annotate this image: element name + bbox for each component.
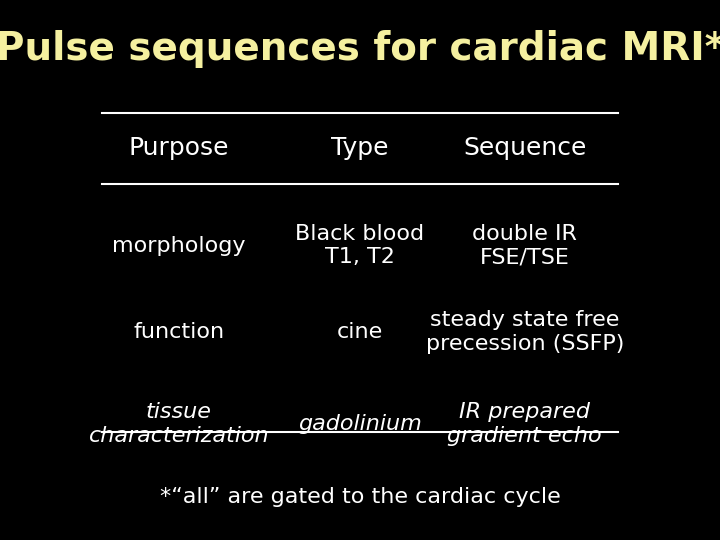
Text: *“all” are gated to the cardiac cycle: *“all” are gated to the cardiac cycle <box>160 487 560 507</box>
Text: Black blood
T1, T2: Black blood T1, T2 <box>295 224 425 267</box>
Text: gadolinium: gadolinium <box>298 414 422 434</box>
Text: Purpose: Purpose <box>129 137 229 160</box>
Text: cine: cine <box>337 322 383 342</box>
Text: Sequence: Sequence <box>463 137 586 160</box>
Text: function: function <box>133 322 225 342</box>
Text: double IR
FSE/TSE: double IR FSE/TSE <box>472 224 577 267</box>
Text: morphology: morphology <box>112 235 246 256</box>
Text: Pulse sequences for cardiac MRI*: Pulse sequences for cardiac MRI* <box>0 30 720 68</box>
Text: tissue
characterization: tissue characterization <box>89 402 269 446</box>
Text: IR prepared
gradient echo: IR prepared gradient echo <box>447 402 602 446</box>
Text: steady state free
precession (SSFP): steady state free precession (SSFP) <box>426 310 624 354</box>
Text: Type: Type <box>331 137 389 160</box>
